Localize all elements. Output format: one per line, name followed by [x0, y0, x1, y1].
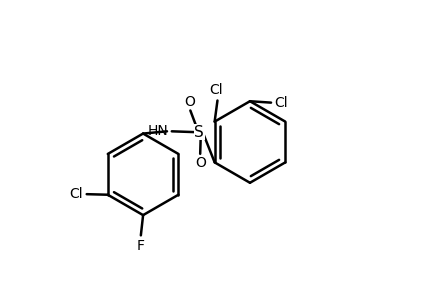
Text: Cl: Cl — [70, 187, 84, 201]
Text: Cl: Cl — [275, 96, 288, 110]
Text: S: S — [195, 125, 204, 140]
Text: O: O — [184, 95, 195, 108]
Text: O: O — [195, 156, 206, 170]
Text: F: F — [137, 239, 145, 253]
Text: Cl: Cl — [209, 83, 223, 97]
Text: HN: HN — [148, 124, 168, 138]
